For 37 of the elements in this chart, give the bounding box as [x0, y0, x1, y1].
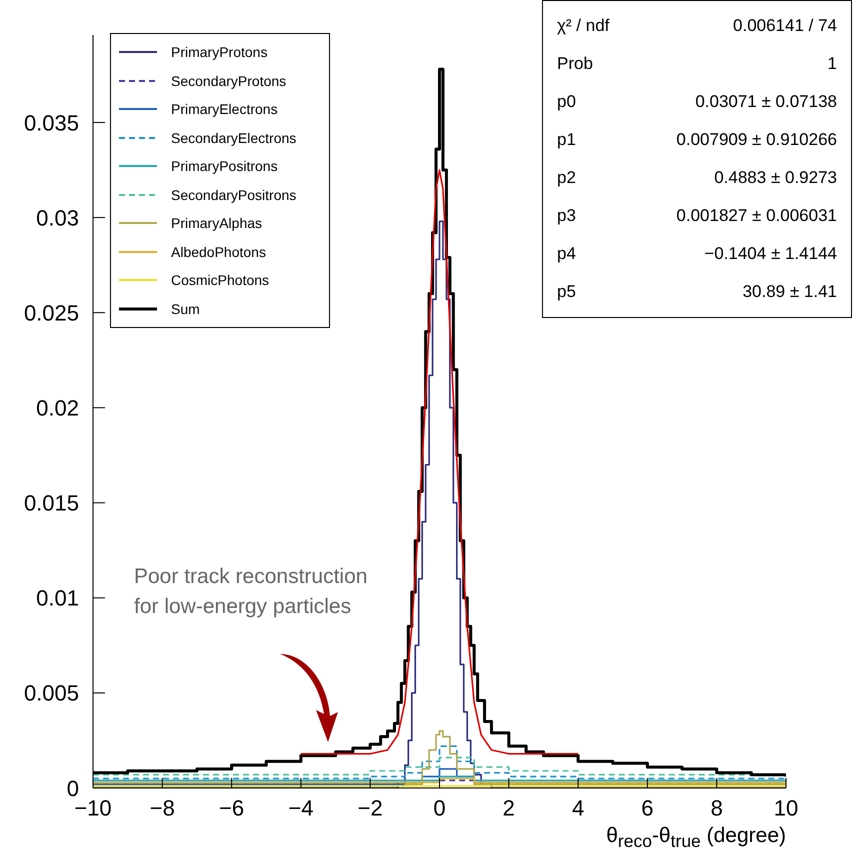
legend-label: PrimaryElectrons [171, 101, 278, 118]
annotation: Poor track reconstruction for low-energy particles [134, 564, 368, 620]
text: p4 −0.1404 ± 1.4144 [557, 244, 837, 263]
x-axis-title: θ$_{reco}$-θ$_{true}$ (degree) [606, 824, 786, 852]
legend-label: AlbedoPhotons [171, 244, 266, 260]
y-tick-label: 0.015 [24, 490, 79, 516]
text: χ² / ndf 0.006141 / 74 [557, 16, 837, 35]
x-tick-label: −4 [288, 796, 314, 821]
text: p5 30.89 ± 1.41 [557, 282, 837, 301]
x-tick-label: 6 [641, 796, 654, 821]
x-tick-label: −6 [219, 796, 244, 821]
x-tick-label: 4 [572, 796, 584, 821]
x-tick-label: 10 [774, 796, 798, 821]
text: Prob 1 [557, 54, 837, 73]
legend-label: SecondaryProtons [171, 72, 286, 89]
legend-label: SecondaryElectrons [171, 130, 296, 146]
y-tick-label: 0.025 [24, 300, 79, 326]
x-tick-label: 2 [502, 796, 515, 821]
legend-label: PrimaryAlphas [171, 215, 262, 232]
legend-label: SecondaryPositrons [171, 186, 296, 203]
text: p1 0.007909 ± 0.910266 [557, 130, 837, 149]
y-tick-label: 0.035 [24, 110, 79, 136]
x-tick-label: −2 [358, 796, 383, 821]
x-tick-label: 0 [433, 796, 446, 821]
legend-label: PrimaryProtons [171, 44, 268, 60]
legend-label: PrimaryPositrons [171, 158, 278, 174]
x-tick-label: 8 [710, 796, 723, 821]
y-tick-label: 0.03 [36, 205, 79, 230]
text: p2 0.4883 ± 0.9273 [557, 168, 837, 187]
text: p0 0.03071 ± 0.07138 [557, 92, 837, 111]
y-tick-label: 0.005 [24, 680, 79, 706]
x-tick-label: −8 [150, 796, 175, 821]
legend-label: CosmicPhotons [171, 272, 270, 288]
text: p3 0.001827 ± 0.006031 [557, 206, 837, 225]
y-tick-label: 0.01 [36, 586, 79, 611]
legend-label: Sum [171, 300, 200, 317]
y-tick-label: 0.02 [36, 396, 79, 421]
